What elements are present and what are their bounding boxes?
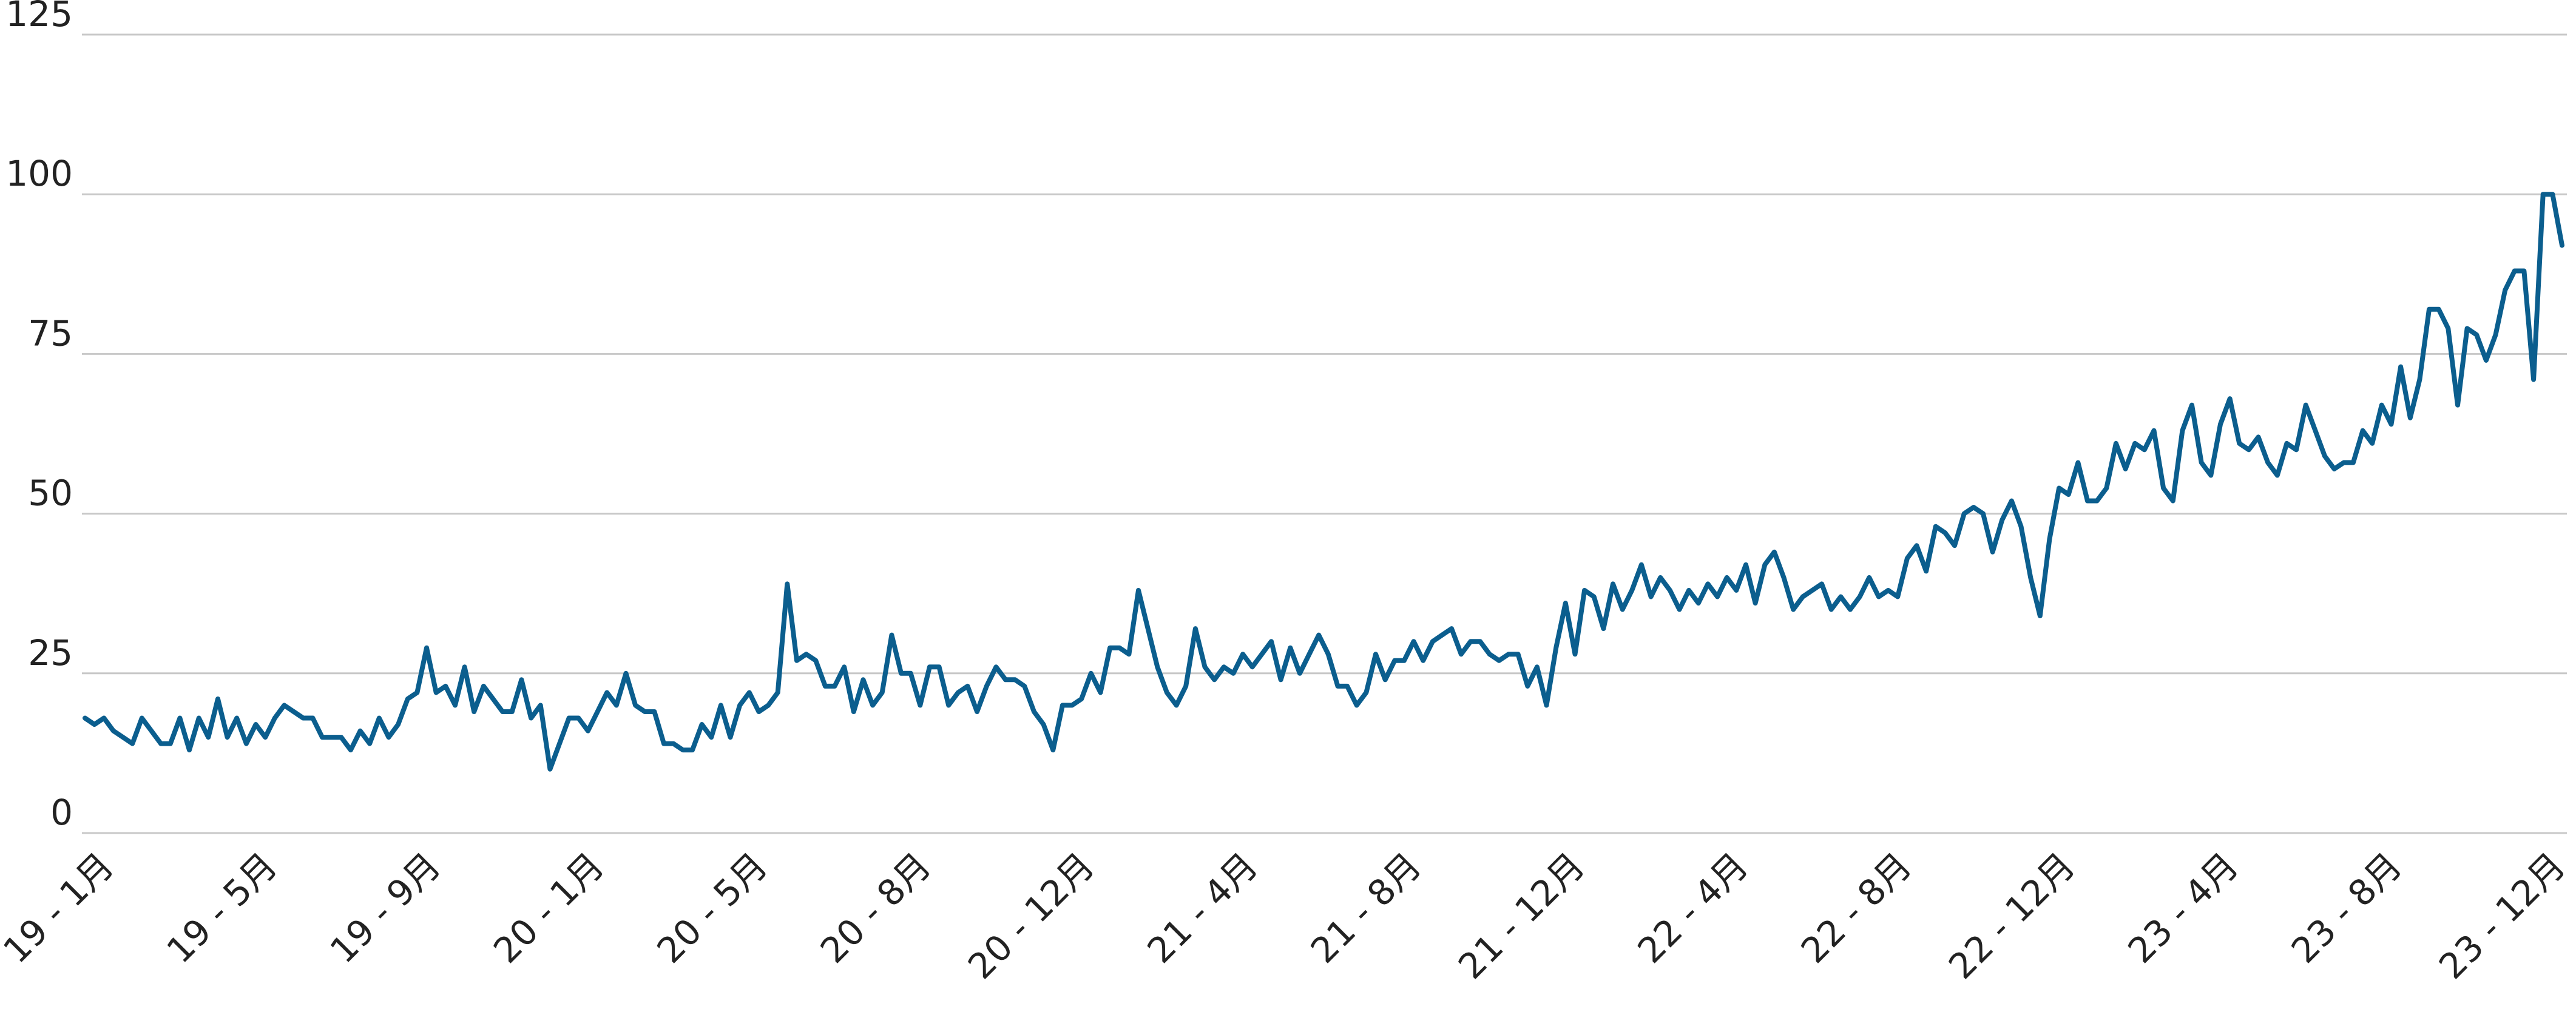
x-tick-label: 23 - 8月 (2284, 845, 2410, 971)
x-tick-label: 20 - 12月 (960, 845, 1102, 987)
y-tick-label: 0 (50, 792, 73, 833)
x-tick-label: 23 - 12月 (2431, 845, 2573, 987)
x-tick-label: 20 - 8月 (813, 845, 939, 971)
x-tick-label: 22 - 8月 (1793, 845, 1919, 971)
x-tick-label: 22 - 4月 (1630, 845, 1756, 971)
x-tick-label: 22 - 12月 (1941, 845, 2083, 987)
x-tick-label: 20 - 1月 (485, 845, 612, 971)
y-tick-label: 100 (5, 153, 73, 194)
x-tick-label: 19 - 1月 (0, 845, 121, 971)
x-tick-label: 20 - 5月 (649, 845, 776, 971)
x-tick-label: 21 - 8月 (1303, 845, 1429, 971)
x-tick-label: 21 - 12月 (1450, 845, 1592, 987)
y-axis-tick-labels: 0 25 50 75 100 125 (5, 0, 73, 833)
y-tick-label: 75 (28, 312, 73, 354)
series-line (83, 192, 2564, 772)
y-tick-label: 25 (28, 632, 73, 673)
x-axis-tick-labels: 19 - 1月 19 - 5月 19 - 9月 20 - 1月 20 - 5月 20 - … (0, 845, 2573, 987)
x-tick-label: 23 - 4月 (2120, 845, 2246, 971)
y-tick-label: 50 (28, 473, 73, 514)
y-tick-label: 125 (5, 0, 73, 35)
gridlines (82, 33, 2567, 834)
x-tick-label: 19 - 5月 (159, 845, 285, 971)
series-layer (83, 192, 2564, 772)
x-tick-label: 19 - 9月 (322, 845, 448, 971)
x-tick-label: 21 - 4月 (1140, 845, 1266, 971)
